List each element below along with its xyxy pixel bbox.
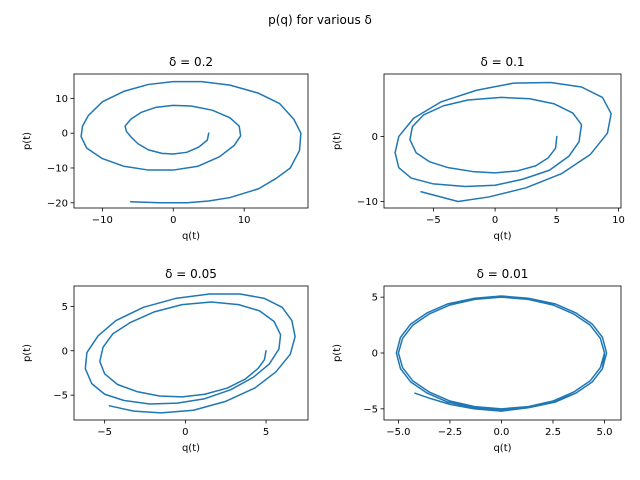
x-tick-label: 2.5: [545, 427, 561, 438]
figure-suptitle: p(q) for various δ: [268, 13, 372, 27]
subplot-4: −5.0 −2.5 0.0 2.5 5.0 −5 0 5 δ = 0.01 q(t) p(t): [332, 267, 622, 454]
x-tick-label: 0: [170, 215, 176, 226]
y-tick-label: 5: [62, 302, 68, 313]
x-axis-label: q(t): [182, 231, 200, 242]
x-tick-label: 0: [182, 427, 188, 438]
subplot-title: δ = 0.1: [480, 55, 524, 69]
y-tick-label: 5: [372, 293, 378, 304]
subplot-title: δ = 0.2: [169, 55, 213, 69]
x-tick-label: −5: [97, 427, 112, 438]
subplot-title: δ = 0.05: [165, 267, 217, 281]
series-line: [395, 295, 608, 412]
x-tick-label: 0: [492, 215, 498, 226]
x-tick-label: −5: [426, 215, 441, 226]
axes-frame: [73, 285, 309, 421]
series-line: [84, 293, 296, 414]
subplots: −10 0 10 −20 −10 0 10 δ = 0.2 q(t) p(t) −5 0 5 10 −10 0…: [22, 55, 625, 454]
x-tick-label: 10: [612, 215, 625, 226]
y-axis-label: p(t): [332, 132, 343, 150]
x-tick-label: 10: [238, 215, 251, 226]
y-axis-label: p(t): [22, 344, 33, 362]
axes-frame: [383, 285, 622, 421]
y-tick-label: 0: [62, 129, 68, 140]
x-tick-label: 5.0: [597, 427, 613, 438]
x-tick-label: 5: [263, 427, 269, 438]
y-axis-label: p(t): [332, 344, 343, 362]
y-tick-label: −5: [363, 404, 378, 415]
axes-frame: [383, 73, 622, 209]
x-tick-label: 0.0: [494, 427, 510, 438]
subplot-title: δ = 0.01: [477, 267, 529, 281]
y-axis-label: p(t): [22, 132, 33, 150]
y-tick-label: 0: [62, 346, 68, 357]
x-axis-label: q(t): [493, 443, 511, 454]
y-tick-label: 0: [372, 132, 378, 143]
x-axis-label: q(t): [182, 443, 200, 454]
x-tick-label: 5: [554, 215, 560, 226]
y-tick-label: 0: [372, 349, 378, 360]
series-line: [80, 80, 302, 204]
x-tick-label: −2.5: [438, 427, 462, 438]
subplot-1: −10 0 10 −20 −10 0 10 δ = 0.2 q(t) p(t): [22, 55, 309, 242]
axes-frame: [73, 73, 309, 209]
y-tick-label: −5: [53, 391, 68, 402]
x-tick-label: −5.0: [386, 427, 410, 438]
y-tick-label: 10: [55, 94, 68, 105]
y-tick-label: −10: [357, 197, 378, 208]
y-tick-label: −20: [47, 198, 68, 209]
series-line: [394, 81, 612, 203]
x-tick-label: −10: [92, 215, 113, 226]
x-axis-label: q(t): [493, 231, 511, 242]
subplot-3: −5 0 5 −5 0 5 δ = 0.05 q(t) p(t): [22, 267, 309, 454]
y-tick-label: −10: [47, 163, 68, 174]
subplot-2: −5 0 5 10 −10 0 δ = 0.1 q(t) p(t): [332, 55, 625, 242]
